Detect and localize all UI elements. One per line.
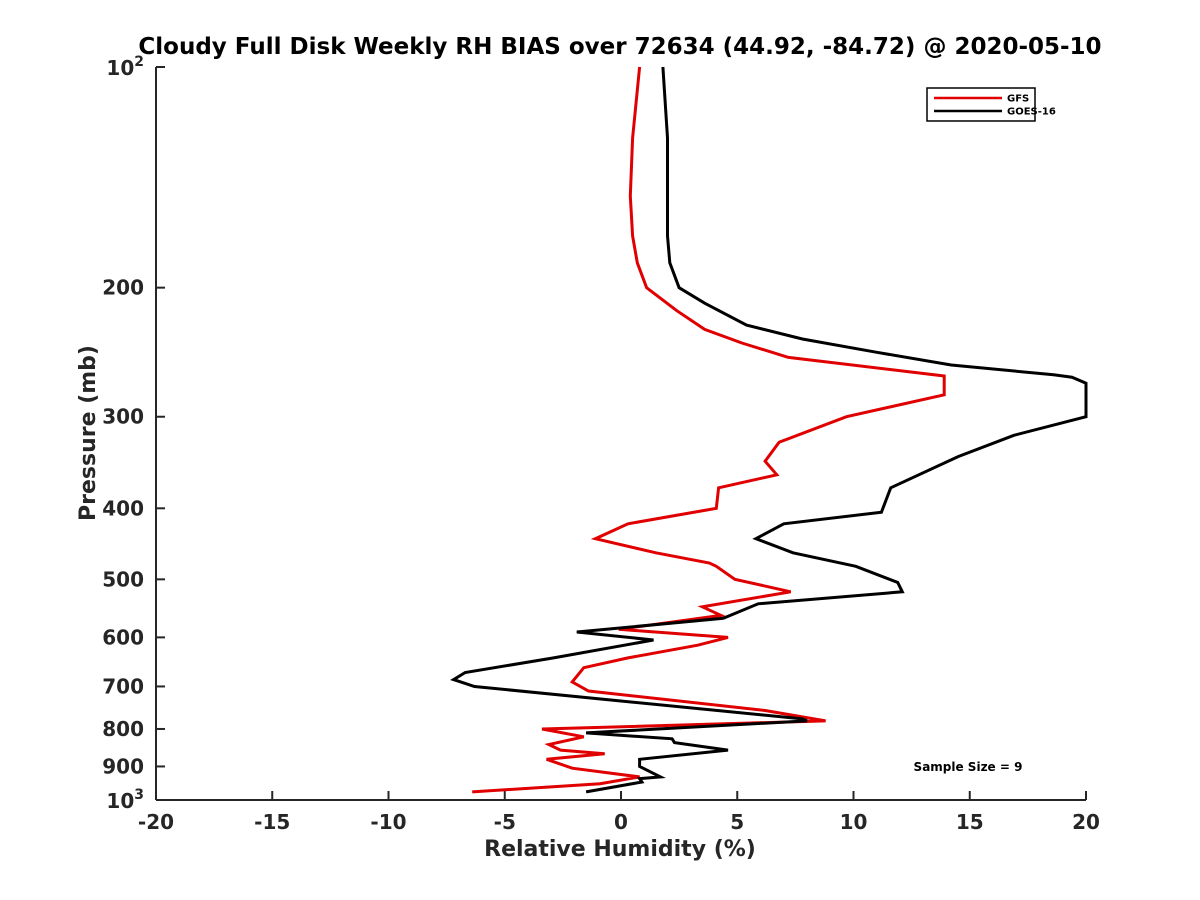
y-axis-ticks: 102 200 300 400 500 600 700 800 900 103 (102, 54, 165, 813)
chart-title: Cloudy Full Disk Weekly RH BIAS over 726… (138, 34, 1101, 60)
series-layer (450, 66, 1088, 794)
x-tick-label: 20 (1072, 810, 1100, 834)
legend-label: GFS (1007, 94, 1029, 105)
x-axis-ticks: -20 -15 -10 -5 0 5 10 15 20 (138, 791, 1100, 834)
series-line-gfs (472, 66, 946, 794)
sample-size-annotation: Sample Size = 9 (914, 760, 1023, 774)
y-tick-label: 900 (102, 754, 144, 778)
x-tick-label: -5 (494, 810, 516, 834)
legend-label: GOES-16 (1007, 107, 1056, 118)
y-tick-label: 700 (102, 674, 144, 698)
x-tick-label: 15 (956, 810, 984, 834)
y-tick-label: 300 (102, 405, 144, 429)
y-tick-label: 500 (102, 567, 144, 591)
series-line-goes-16 (450, 66, 1088, 794)
y-tick-label: 103 (106, 787, 144, 813)
y-tick-label: 800 (102, 717, 144, 741)
x-tick-label: 5 (730, 810, 744, 834)
y-tick-label: 102 (106, 54, 144, 80)
y-tick-label: 200 (102, 276, 144, 300)
x-tick-label: 10 (840, 810, 868, 834)
legend-box (926, 87, 1036, 122)
legend: GFS GOES-16 (926, 87, 1056, 122)
x-tick-label: -15 (254, 810, 290, 834)
x-tick-label: -20 (138, 810, 174, 834)
y-axis-title: Pressure (mb) (76, 345, 101, 521)
y-tick-label: 600 (102, 625, 144, 649)
x-axis-title: Relative Humidity (%) (484, 837, 756, 862)
x-tick-label: -10 (370, 810, 406, 834)
y-tick-label: 400 (102, 496, 144, 520)
plot-axes (155, 67, 1086, 801)
x-tick-label: 0 (614, 810, 628, 834)
